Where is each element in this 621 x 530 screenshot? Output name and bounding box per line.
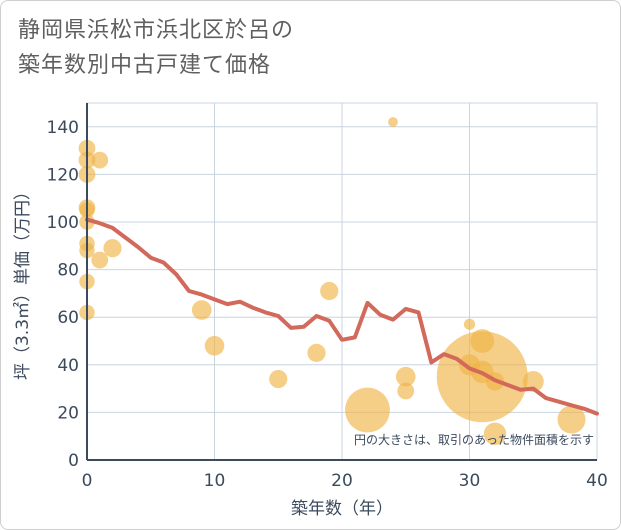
bubble-point xyxy=(557,405,586,434)
chart-title-line-2: 築年数別中古戸建て価格 xyxy=(18,53,272,78)
y-tick-label: 0 xyxy=(68,451,79,471)
bubble-point xyxy=(91,151,109,169)
bubble-point xyxy=(397,382,415,400)
bubble-point xyxy=(463,318,476,330)
bubble-point xyxy=(320,281,339,301)
chart-title-line-1: 静岡県浜松市浜北区於呂の xyxy=(18,18,295,43)
y-tick-label: 100 xyxy=(47,213,79,233)
y-axis-label: 坪（3.3㎡）単価（万円） xyxy=(13,183,33,380)
x-tick-label: 0 xyxy=(82,471,93,491)
bubble-point xyxy=(307,343,326,362)
bubbles xyxy=(78,117,586,446)
chart-title: 静岡県浜松市浜北区於呂の 築年数別中古戸建て価格 xyxy=(18,13,294,83)
x-tick-label: 40 xyxy=(586,471,608,491)
x-tick-label: 10 xyxy=(204,471,226,491)
bubble-point xyxy=(388,117,398,127)
y-tick-label: 140 xyxy=(47,118,79,138)
trend-line-group xyxy=(85,217,599,416)
bubble-point xyxy=(483,422,507,446)
y-tick-label: 20 xyxy=(57,403,79,423)
bubble-point xyxy=(522,370,544,392)
trend-line xyxy=(85,217,599,416)
grid-lines xyxy=(86,102,598,461)
x-tick-label: 20 xyxy=(331,471,353,491)
bubble-point xyxy=(204,335,225,356)
bubble-point xyxy=(345,387,390,433)
bubble-point xyxy=(269,369,288,389)
y-tick-label: 80 xyxy=(57,261,79,281)
y-tick-label: 60 xyxy=(57,308,79,328)
tick-labels: 0 20 40 60 80 100 120 140 0 10 20 30 40 xyxy=(47,118,608,491)
bubble-point xyxy=(436,331,528,423)
bubble-point xyxy=(103,239,122,258)
x-axis-label: 築年数（年） xyxy=(291,499,393,519)
y-tick-label: 120 xyxy=(47,165,79,185)
bubble-point xyxy=(191,300,212,320)
bubble-point xyxy=(395,366,416,387)
y-tick-label: 40 xyxy=(57,356,79,376)
x-tick-label: 30 xyxy=(459,471,481,491)
bubble-point xyxy=(91,251,109,269)
bubble-size-note: 円の大きさは、取引のあった物件面積を示す xyxy=(354,432,594,447)
axes xyxy=(86,103,597,461)
